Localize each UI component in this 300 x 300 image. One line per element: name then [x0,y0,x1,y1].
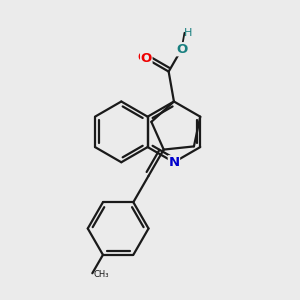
Text: CH₃: CH₃ [93,269,109,278]
Text: O: O [176,42,187,55]
Text: H: H [184,28,192,38]
Text: N: N [168,156,179,169]
Text: O: O [138,51,149,64]
Text: O: O [141,52,152,65]
Text: O: O [176,43,187,56]
